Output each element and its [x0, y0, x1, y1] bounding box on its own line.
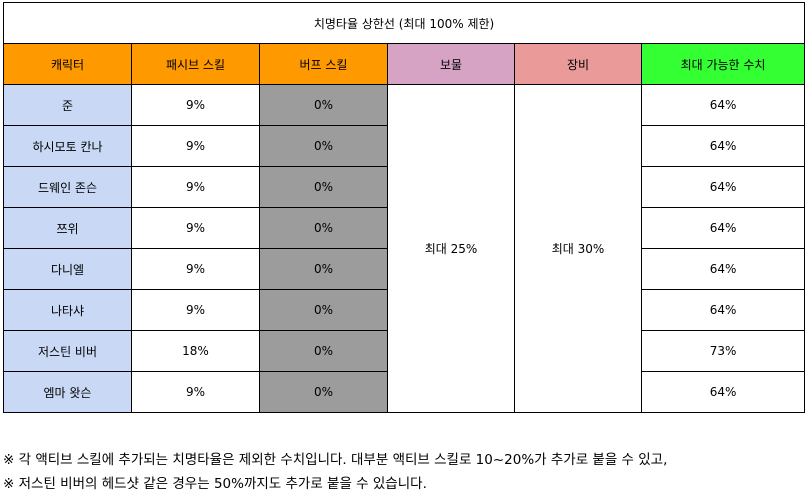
max-value: 64%	[640, 84, 806, 126]
header-row: 캐릭터 패시브 스킬 버프 스킬 보물 장비 최대 가능한 수치	[3, 43, 806, 85]
character-name: 드웨인 존슨	[3, 166, 132, 208]
header-buff-skill: 버프 스킬	[259, 43, 388, 85]
header-treasure: 보물	[387, 43, 515, 85]
character-name: 하시모토 칸나	[3, 125, 132, 167]
passive-value: 18%	[131, 330, 260, 372]
crit-rate-table: 치명타율 상한선 (최대 100% 제한) 캐릭터 패시브 스킬 버프 스킬 보…	[2, 2, 806, 413]
max-value: 64%	[640, 166, 806, 208]
equipment-value: 최대 30%	[514, 84, 642, 413]
table-row: 나타샤 9% 0% 64%	[3, 289, 806, 331]
header-max-value: 최대 가능한 수치	[640, 43, 806, 85]
character-name: 나타샤	[3, 289, 132, 331]
passive-value: 9%	[131, 289, 260, 331]
table-row: 다니엘 9% 0% 64%	[3, 248, 806, 290]
max-value: 64%	[640, 289, 806, 331]
character-name: 엠마 왓슨	[3, 371, 132, 413]
character-name: 저스틴 비버	[3, 330, 132, 372]
header-character: 캐릭터	[3, 43, 132, 85]
max-value: 64%	[640, 248, 806, 290]
max-value: 64%	[640, 125, 806, 167]
footnote-active-skills: ※ 각 액티브 스킬에 추가되는 치명타율은 제외한 수치입니다. 대부분 액티…	[3, 452, 668, 468]
treasure-value: 최대 25%	[387, 84, 515, 413]
character-name: 준	[3, 84, 132, 126]
passive-value: 9%	[131, 371, 260, 413]
max-value: 73%	[640, 330, 806, 372]
buff-value: 0%	[259, 84, 388, 126]
footnotes: ※ 각 액티브 스킬에 추가되는 치명타율은 제외한 수치입니다. 대부분 액티…	[3, 448, 667, 496]
buff-value: 0%	[259, 125, 388, 167]
header-equipment: 장비	[514, 43, 642, 85]
buff-value: 0%	[259, 166, 388, 208]
table-row: 준 9% 0% 최대 25% 최대 30% 64%	[3, 84, 806, 413]
passive-value: 9%	[131, 207, 260, 249]
table-title: 치명타율 상한선 (최대 100% 제한)	[2, 2, 806, 44]
character-name: 쯔위	[3, 207, 132, 249]
table-row: 쯔위 9% 0% 64%	[3, 207, 806, 249]
character-name: 다니엘	[3, 248, 132, 290]
table-row: 저스틴 비버 18% 0% 73%	[3, 330, 806, 372]
table-row: 하시모토 칸나 9% 0% 64%	[3, 125, 806, 167]
buff-value: 0%	[259, 289, 388, 331]
passive-value: 9%	[131, 166, 260, 208]
max-value: 64%	[640, 207, 806, 249]
table-row: 엠마 왓슨 9% 0% 64%	[3, 371, 806, 413]
passive-value: 9%	[131, 125, 260, 167]
buff-value: 0%	[259, 330, 388, 372]
footnote-justin-bieber: ※ 저스틴 비버의 헤드샷 같은 경우는 50%까지도 추가로 붙을 수 있습니…	[3, 476, 427, 492]
passive-value: 9%	[131, 84, 260, 126]
header-passive-skill: 패시브 스킬	[131, 43, 260, 85]
passive-value: 9%	[131, 248, 260, 290]
buff-value: 0%	[259, 207, 388, 249]
table-row: 드웨인 존슨 9% 0% 64%	[3, 166, 806, 208]
buff-value: 0%	[259, 371, 388, 413]
max-value: 64%	[640, 371, 806, 413]
buff-value: 0%	[259, 248, 388, 290]
